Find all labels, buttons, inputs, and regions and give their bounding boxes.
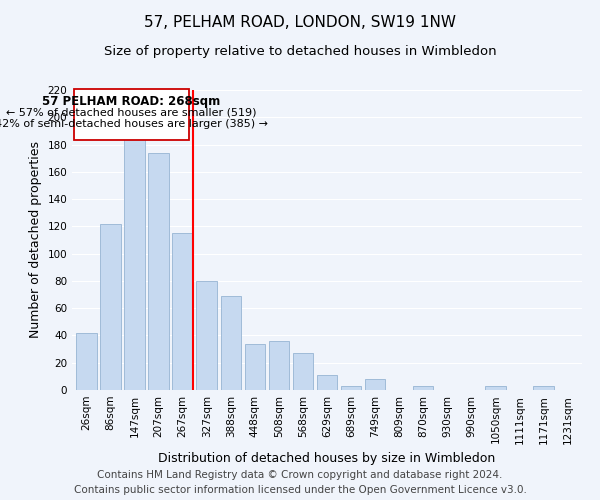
- Bar: [148, 152, 169, 390]
- Bar: [485, 386, 506, 390]
- Bar: [245, 344, 265, 390]
- Bar: [100, 224, 121, 390]
- Bar: [317, 375, 337, 390]
- Bar: [74, 88, 188, 141]
- Bar: [172, 233, 193, 390]
- Text: ← 57% of detached houses are smaller (519): ← 57% of detached houses are smaller (51…: [6, 108, 257, 118]
- Bar: [76, 332, 97, 390]
- Bar: [293, 353, 313, 390]
- Text: 57, PELHAM ROAD, LONDON, SW19 1NW: 57, PELHAM ROAD, LONDON, SW19 1NW: [144, 15, 456, 30]
- Y-axis label: Number of detached properties: Number of detached properties: [29, 142, 42, 338]
- Bar: [124, 139, 145, 390]
- Bar: [221, 296, 241, 390]
- Bar: [533, 386, 554, 390]
- Text: 57 PELHAM ROAD: 268sqm: 57 PELHAM ROAD: 268sqm: [43, 96, 221, 108]
- Bar: [413, 386, 433, 390]
- Text: Contains HM Land Registry data © Crown copyright and database right 2024.: Contains HM Land Registry data © Crown c…: [97, 470, 503, 480]
- Text: 42% of semi-detached houses are larger (385) →: 42% of semi-detached houses are larger (…: [0, 118, 268, 128]
- Bar: [269, 341, 289, 390]
- Bar: [365, 379, 385, 390]
- Bar: [196, 281, 217, 390]
- X-axis label: Distribution of detached houses by size in Wimbledon: Distribution of detached houses by size …: [158, 452, 496, 465]
- Text: Contains public sector information licensed under the Open Government Licence v3: Contains public sector information licen…: [74, 485, 526, 495]
- Text: Size of property relative to detached houses in Wimbledon: Size of property relative to detached ho…: [104, 45, 496, 58]
- Bar: [341, 386, 361, 390]
